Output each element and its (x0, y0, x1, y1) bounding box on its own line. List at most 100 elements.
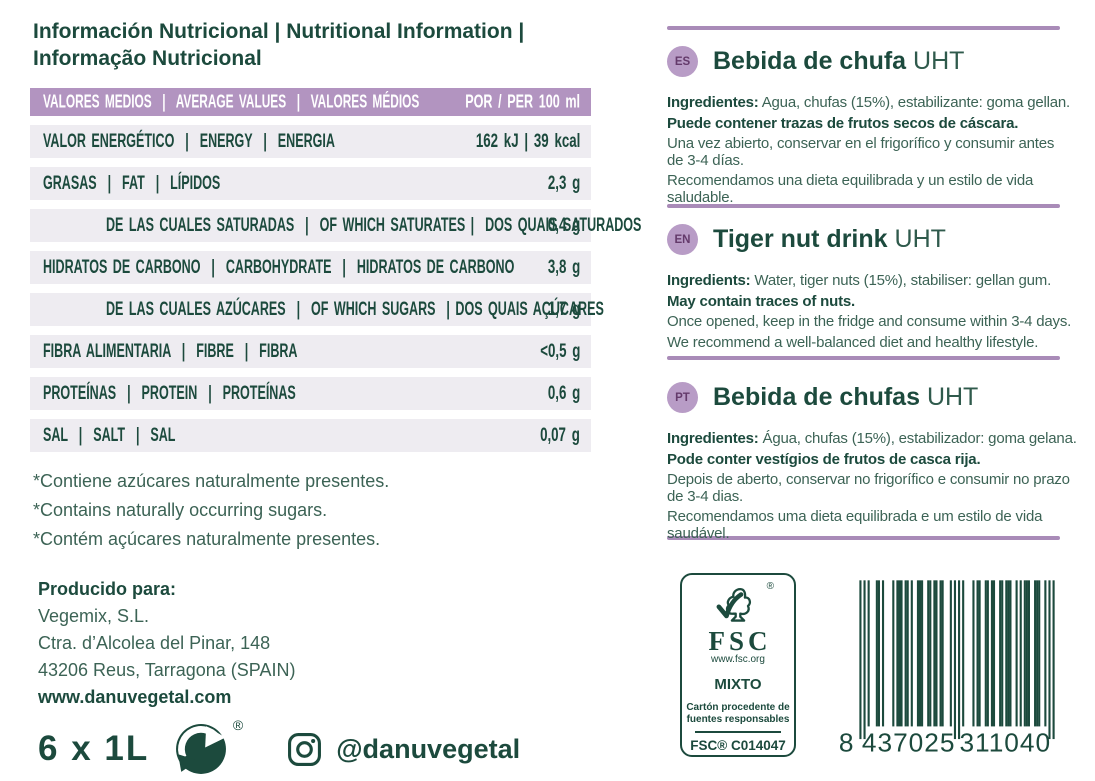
row-value: 0,4 g (547, 214, 580, 236)
producer-lines: Vegemix, S.L. Ctra. d’Alcolea del Pinar, … (38, 603, 591, 684)
title-line2: Informação Nutricional (33, 47, 262, 70)
row-value: 2,3 g (547, 172, 580, 194)
section-paragraphs: Ingredientes: Agua, chufas (15%), estabi… (667, 94, 1071, 206)
product-name-bold: Tiger nut drink (713, 225, 888, 253)
paragraph: Ingredientes: Agua, chufas (15%), estabi… (667, 94, 1071, 112)
pack-size: 6 x 1L (38, 729, 150, 768)
fsc-separator (695, 731, 781, 733)
paragraph-text: Recomendamos una dieta equilibrada y un … (667, 172, 1034, 206)
paragraph-bold: Puede contener trazas de frutos secos de… (667, 114, 1019, 132)
paragraph: Recomendamos uma dieta equilibrada e um … (667, 508, 1067, 542)
footnote: *Contiene azúcares naturalmente presente… (33, 471, 390, 491)
paragraph-bold: Pode conter vestígios de frutos de casca… (667, 450, 981, 468)
producer-line: Vegemix, S.L. (38, 606, 150, 626)
paragraph: Ingredientes: Água, chufas (15%), estabi… (667, 430, 1077, 448)
table-header-label: VALORES MEDIOS | AVERAGE VALUES | VALORE… (43, 91, 420, 112)
row-label: HIDRATOS DE CARBONO | CARBOHYDRATE | HID… (43, 256, 515, 278)
fsc-tree-icon: ® (715, 581, 774, 628)
paragraph: Recomendamos una dieta equilibrada y un … (667, 172, 1067, 206)
paragraph-text: Agua, chufas (15%), estabilizante: goma … (758, 94, 1071, 111)
row-label: GRASAS | FAT | LÍPIDOS (43, 172, 221, 194)
fsc-brand: FSC (708, 626, 772, 656)
table-row: DE LAS CUALES AZÚCARES | OF WHICH SUGARS… (30, 293, 604, 326)
table-row: DE LAS CUALES SATURADAS | OF WHICH SATUR… (30, 209, 641, 242)
paragraph: Ingredients: Water, tiger nuts (15%), st… (667, 272, 1067, 290)
paragraph: Once opened, keep in the fridge and cons… (667, 313, 1071, 331)
paragraph-text: Água, chufas (15%), estabilizador: goma … (758, 430, 1077, 447)
registered-mark: ® (766, 581, 774, 592)
producer-line: Ctra. d’Alcolea del Pinar, 148 (38, 633, 271, 653)
producer-heading: Producido para: (38, 579, 177, 599)
divider (667, 26, 1060, 30)
bottom-row: 6 x 1L ® @danuvegetal (38, 717, 591, 779)
paragraph: We recommend a well-balanced diet and he… (667, 334, 1067, 352)
nutrition-table-header: VALORES MEDIOS | AVERAGE VALUES | VALORE… (30, 88, 591, 116)
section-pt: PT Bebida de chufas UHT Ingredientes: Água… (667, 382, 1077, 542)
paragraph-text: Depois de aberto, conservar no frigorífi… (667, 471, 1070, 505)
table-header-per: POR / PER 100 ml (465, 91, 580, 112)
paragraph-bold: Ingredientes: (667, 430, 759, 447)
table-row: PROTEÍNAS | PROTEIN | PROTEÍNAS 0,6 g (30, 377, 591, 410)
row-label: VALOR ENERGÉTICO | ENERGY | ENERGIA (43, 130, 335, 152)
divider (667, 536, 1060, 540)
product-name: Bebida de chufa UHT (713, 47, 964, 76)
fsc-logo: ® FSC www.fsc.org MIXTO Cartón procedent… (680, 573, 796, 757)
section-header: EN Tiger nut drink UHT (667, 224, 1067, 255)
footnotes: *Contiene azúcares naturalmente presente… (33, 467, 591, 554)
section-header: ES Bebida de chufa UHT (667, 46, 1067, 77)
barcode: 8 437025 311040 (836, 578, 1060, 756)
section-paragraphs: Ingredientes: Água, chufas (15%), estabi… (667, 430, 1077, 542)
fsc-url: www.fsc.org (711, 654, 765, 665)
title-line1: Información Nutricional | Nutritional In… (33, 20, 525, 43)
left-column: Información Nutricional | Nutritional In… (30, 0, 641, 779)
section-es: ES Bebida de chufa UHT Ingredientes: Agua,… (667, 46, 1071, 206)
paragraph-bold: May contain traces of nuts. (667, 292, 855, 310)
section-en: EN Tiger nut drink UHT Ingredients: Water,… (667, 224, 1071, 352)
paragraph-text: Una vez abierto, conservar en el frigorí… (667, 135, 1055, 169)
footnote: *Contém açúcares naturalmente presentes. (33, 529, 381, 549)
paragraph-bold: Ingredients: (667, 272, 751, 289)
producer-website: www.danuvegetal.com (38, 687, 232, 707)
divider (667, 356, 1060, 360)
product-name-suffix: UHT (887, 225, 946, 253)
table-row: SAL | SALT | SAL 0,07 g (30, 419, 591, 452)
product-name: Tiger nut drink UHT (713, 225, 946, 254)
barcode-digits-left: 437025 (862, 728, 956, 756)
row-value: 0,6 g (547, 382, 580, 404)
fsc-code: FSC® C014047 (690, 738, 786, 753)
fsc-grade: MIXTO (714, 676, 762, 693)
row-value: <0,5 g (539, 340, 580, 362)
row-value: 0,07 g (540, 424, 580, 446)
row-value: 3,8 g (547, 256, 580, 278)
row-label: PROTEÍNAS | PROTEIN | PROTEÍNAS (43, 382, 296, 404)
paragraph: Depois de aberto, conservar no frigorífi… (667, 471, 1070, 505)
product-name-bold: Bebida de chufas (713, 383, 920, 411)
row-label: FIBRA ALIMENTARIA | FIBRE | FIBRA (43, 340, 298, 362)
producer-block: Producido para: Vegemix, S.L. Ctra. d’Alc… (38, 576, 591, 711)
row-value: 1,7 g (547, 298, 580, 320)
nutrition-table-rows: VALOR ENERGÉTICO | ENERGY | ENERGIA 162 k… (30, 125, 641, 452)
paragraph: Una vez abierto, conservar en el frigorí… (667, 135, 1067, 169)
divider (667, 204, 1060, 208)
section-paragraphs: Ingredients: Water, tiger nuts (15%), st… (667, 272, 1071, 352)
footnote: *Contains naturally occurring sugars. (33, 500, 328, 520)
instagram-icon (287, 732, 322, 767)
producer-line: 43206 Reus, Tarragona (SPAIN) (38, 660, 296, 680)
paragraph-text: Water, tiger nuts (15%), stabiliser: gel… (750, 272, 1052, 289)
table-row: GRASAS | FAT | LÍPIDOS 2,3 g (30, 167, 591, 200)
product-name-bold: Bebida de chufa (713, 47, 907, 75)
row-value: 162 kJ | 39 kcal (475, 130, 580, 152)
paragraph-text: Once opened, keep in the fridge and cons… (667, 313, 1072, 330)
paragraph-bold: Ingredientes: (667, 94, 759, 111)
product-name-suffix: UHT (906, 47, 965, 75)
page-title: Información Nutricional | Nutritional In… (33, 18, 591, 72)
barcode-digits-right: 311040 (959, 728, 1051, 756)
paragraph: Puede contener trazas de frutos secos de… (667, 114, 1067, 133)
language-badge: PT (667, 382, 698, 413)
table-row: FIBRA ALIMENTARIA | FIBRE | FIBRA <0,5 g (30, 335, 591, 368)
language-badge: EN (667, 224, 698, 255)
product-name: Bebida de chufas UHT (713, 383, 978, 412)
row-label: SAL | SALT | SAL (43, 424, 176, 446)
green-dot-icon: ® (175, 717, 243, 775)
